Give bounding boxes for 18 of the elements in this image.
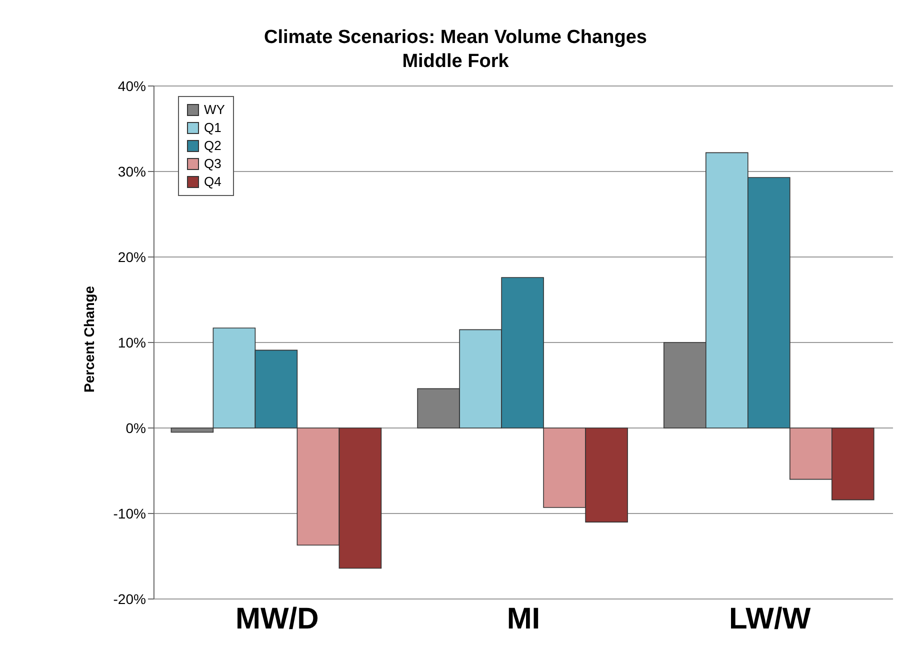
x-tick-label: LW/W — [729, 602, 812, 636]
legend-label: Q3 — [204, 155, 222, 173]
x-tick-label: MI — [506, 602, 540, 636]
y-tick-label: 10% — [118, 334, 146, 350]
chart-subtitle: Middle Fork — [401, 50, 510, 74]
chart-title: Climate Scenarios: Mean Volume Changes — [263, 26, 648, 50]
y-tick-label: 20% — [118, 248, 146, 265]
y-tick-label: -10% — [113, 505, 146, 522]
y-tick-label: 30% — [118, 163, 146, 180]
legend-label: Q2 — [204, 137, 222, 155]
y-tick-label: 0% — [126, 420, 146, 436]
legend-label: Q4 — [204, 173, 222, 191]
legend-label: WY — [204, 101, 225, 119]
y-tick-label: -20% — [113, 590, 146, 607]
legend-label: Q1 — [204, 119, 222, 137]
y-tick-label: 40% — [118, 78, 146, 94]
y-axis-title: Percent Change — [80, 286, 97, 392]
x-tick-label: MW/D — [235, 602, 319, 636]
